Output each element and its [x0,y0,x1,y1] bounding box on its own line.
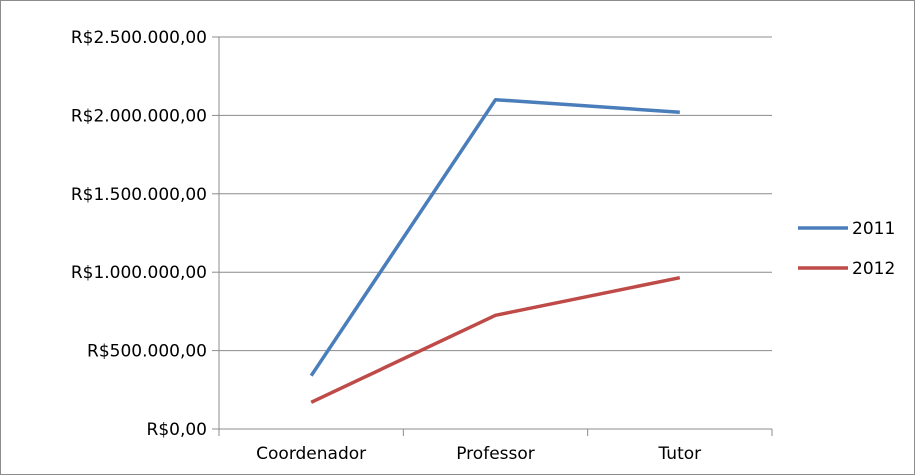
series-lines [309,97,681,404]
y-tick-label: R$2.000.000,00 [71,106,207,126]
gridlines [219,36,772,352]
legend-label: 2012 [852,259,895,279]
axes [218,37,772,430]
legend-label: 2011 [852,219,895,239]
x-tick-label: Tutor [658,444,702,464]
y-tick-label: R$500.000,00 [87,342,207,362]
x-tick-label: Professor [456,444,535,464]
legend: 2011 2012 [798,219,895,279]
series-line-2012 [310,275,681,404]
x-tick-label: Coordenador [256,444,366,464]
y-tick-label: R$1.000.000,00 [71,263,207,283]
y-tick-label: R$1.500.000,00 [71,185,207,205]
series-line-2011 [309,97,680,377]
y-tick-label: R$2.500.000,00 [71,28,207,48]
x-axis-ticks: Coordenador Professor Tutor [218,429,773,464]
y-axis-ticks: R$0,00 R$500.000,00 R$1.000.000,00 R$1.500.… [71,28,219,440]
y-tick-label: R$0,00 [147,420,207,440]
